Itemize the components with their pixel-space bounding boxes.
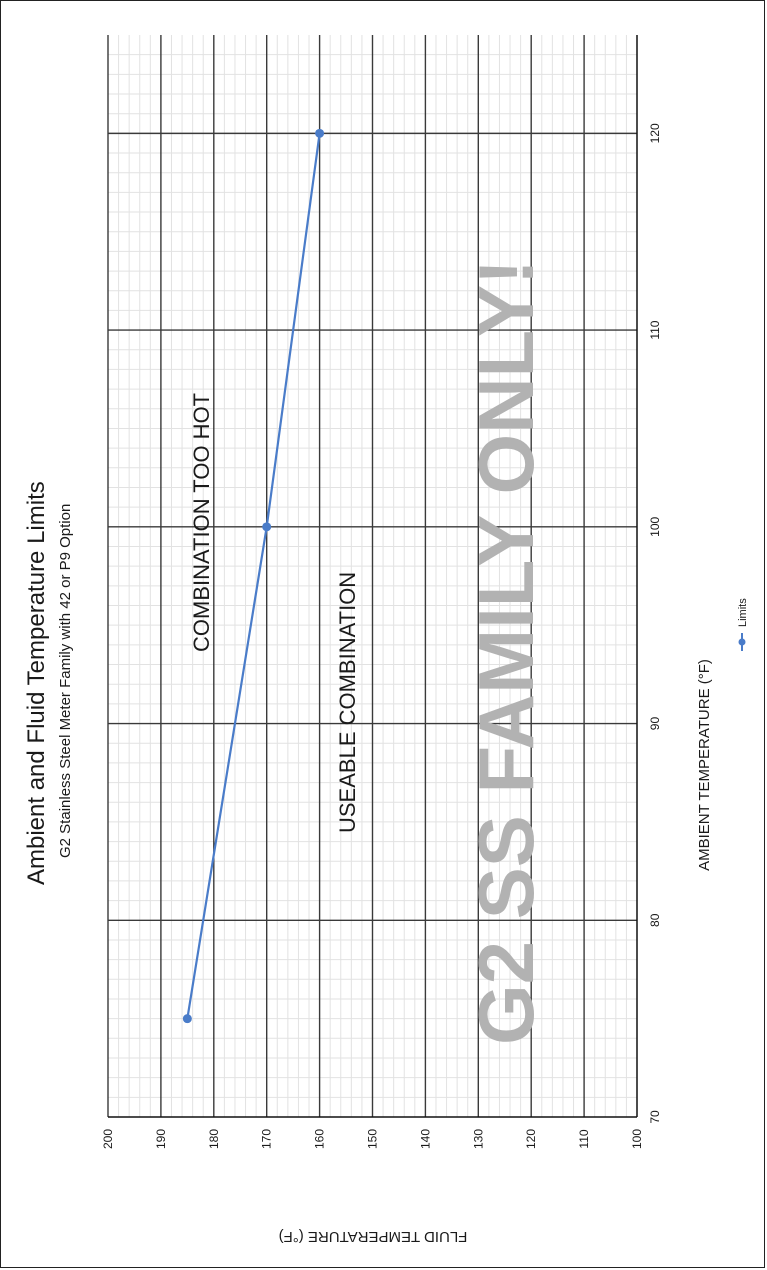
legend: Limits	[737, 598, 749, 651]
data-point-limits	[262, 522, 272, 532]
x-tick-label: 70	[648, 1110, 662, 1124]
y-tick-label: 130	[471, 1129, 485, 1149]
chart-subtitle: G2 Stainless Steel Meter Family with 42 …	[57, 504, 74, 858]
y-tick-label: 110	[577, 1129, 591, 1148]
legend-label-limits: Limits	[737, 598, 749, 627]
y-tick-label: 180	[207, 1129, 221, 1149]
data-point-limits	[315, 128, 325, 138]
x-tick-label: 120	[648, 123, 662, 143]
legend-marker-swatch	[738, 638, 746, 646]
y-tick-labels: 100 110 120 130 140 150 160 170 180 190 200	[101, 1129, 644, 1149]
x-tick-label: 80	[648, 913, 662, 927]
major-gridlines	[107, 35, 637, 1117]
x-axis-label: AMBIENT TEMPERATURE (°F)	[696, 659, 713, 871]
x-tick-label: 110	[648, 320, 662, 339]
annotation-too-hot: COMBINATION TOO HOT	[189, 393, 214, 652]
y-tick-label: 100	[630, 1129, 644, 1149]
y-tick-label: 200	[101, 1129, 115, 1149]
y-tick-label: 150	[366, 1129, 380, 1149]
y-tick-label: 160	[313, 1129, 327, 1149]
y-axis-label: FLUID TEMPERATURE (°F)	[279, 1228, 468, 1245]
x-tick-label: 90	[648, 717, 662, 731]
y-tick-label: 120	[524, 1129, 538, 1149]
x-tick-labels: 70 80 90 100 110 120	[648, 123, 662, 1124]
y-tick-label: 140	[418, 1129, 432, 1149]
series-group	[182, 128, 325, 1024]
chart-title: Ambient and Fluid Temperature Limits	[23, 481, 50, 885]
watermark-text: G2 SS FAMILY ONLY!	[462, 259, 550, 1045]
x-tick-label: 100	[648, 516, 662, 536]
annotation-useable: USEABLE COMBINATION	[335, 572, 360, 833]
data-point-limits	[182, 1014, 192, 1024]
y-tick-label: 190	[154, 1129, 168, 1149]
y-tick-label: 170	[260, 1129, 274, 1149]
